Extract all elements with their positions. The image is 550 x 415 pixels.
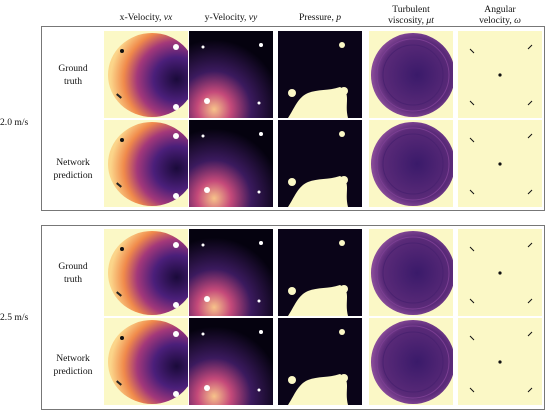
speed-label-2-0: 2.0 m/s — [0, 117, 29, 128]
row-label-ground-truth: Ground truth — [45, 260, 101, 286]
col-header-pressure-text: Pressure, — [298, 12, 337, 23]
x-velocity-panel-image — [104, 120, 188, 207]
row-label-line1: Ground — [58, 261, 88, 272]
angular-velocity-panel-image — [458, 318, 542, 405]
col-header-y-velocity-text: y-Velocity, — [204, 12, 249, 23]
col-header-x-velocity-text: x-Velocity, — [119, 12, 164, 23]
row-label-line2: truth — [63, 274, 83, 285]
col-header-turbulent-line1: Turbulent — [392, 4, 430, 15]
x-velocity-panel-image — [104, 31, 188, 118]
speed-label-2-5: 2.5 m/s — [0, 312, 29, 323]
x-velocity-panel-image — [104, 229, 188, 316]
col-header-y-velocity-symbol: vy — [248, 12, 258, 23]
col-header-turbulent-line2: viscosity, — [388, 15, 427, 26]
row-label-line1: Network — [56, 353, 90, 364]
angular-velocity-panel-image — [458, 120, 542, 207]
col-header-angular-velocity: Angular velocity, ω — [458, 4, 542, 26]
col-header-pressure-symbol: p — [336, 12, 342, 23]
angular-velocity-panel-image — [458, 31, 542, 118]
row-label-line2: prediction — [53, 170, 93, 181]
pressure-panel-image — [278, 120, 362, 207]
y-velocity-panel-image — [189, 229, 273, 316]
row-label-line1: Ground — [58, 63, 88, 74]
x-velocity-panel-image — [104, 318, 188, 405]
col-header-x-velocity-symbol: vx — [163, 12, 173, 23]
col-header-turbulent-symbol: μt — [426, 15, 434, 26]
turbulent-viscosity-panel-image — [369, 120, 453, 207]
col-header-y-velocity: y-Velocity, vy — [189, 12, 273, 23]
turbulent-viscosity-panel-image — [369, 229, 453, 316]
turbulent-viscosity-panel-image — [369, 31, 453, 118]
row-label-line2: truth — [63, 76, 83, 87]
col-header-turbulent-viscosity: Turbulent viscosity, μt — [369, 4, 453, 26]
row-label-ground-truth: Ground truth — [45, 62, 101, 88]
row-label-network-prediction: Network prediction — [45, 156, 101, 182]
col-header-pressure: Pressure, p — [278, 12, 362, 23]
col-header-x-velocity: x-Velocity, vx — [104, 12, 188, 23]
col-header-angular-symbol: ω — [514, 15, 521, 26]
y-velocity-panel-image — [189, 31, 273, 118]
turbulent-viscosity-panel-image — [369, 318, 453, 405]
y-velocity-panel-image — [189, 120, 273, 207]
row-label-network-prediction: Network prediction — [45, 352, 101, 378]
pressure-panel-image — [278, 31, 362, 118]
y-velocity-panel-image — [189, 318, 273, 405]
row-label-line2: prediction — [53, 366, 93, 377]
row-label-line1: Network — [56, 157, 90, 168]
pressure-panel-image — [278, 229, 362, 316]
col-header-angular-line2: velocity, — [479, 15, 515, 26]
col-header-angular-line1: Angular — [484, 4, 516, 15]
angular-velocity-panel-image — [458, 229, 542, 316]
pressure-panel-image — [278, 318, 362, 405]
